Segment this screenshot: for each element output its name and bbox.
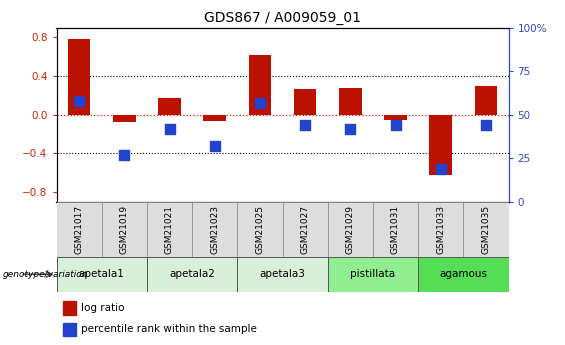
Bar: [237, 257, 328, 292]
Point: [210, 143, 219, 149]
Point: [436, 166, 445, 171]
Point: [75, 98, 84, 104]
Text: apetala2: apetala2: [169, 269, 215, 279]
Text: GSM21029: GSM21029: [346, 205, 355, 254]
Text: agamous: agamous: [440, 269, 487, 279]
Text: apetala1: apetala1: [79, 269, 125, 279]
Bar: [102, 202, 147, 257]
Point: [346, 126, 355, 131]
Bar: [56, 257, 147, 292]
Point: [255, 100, 264, 105]
Bar: [418, 202, 463, 257]
Bar: [113, 115, 136, 122]
Bar: [384, 115, 407, 120]
Bar: [63, 301, 76, 315]
Bar: [56, 202, 102, 257]
Point: [165, 126, 174, 131]
Bar: [418, 257, 509, 292]
Bar: [328, 257, 418, 292]
Bar: [147, 202, 192, 257]
Text: GSM21031: GSM21031: [391, 205, 400, 254]
Bar: [373, 202, 418, 257]
Title: GDS867 / A009059_01: GDS867 / A009059_01: [204, 11, 361, 25]
Point: [391, 122, 400, 128]
Point: [301, 122, 310, 128]
Text: GSM21033: GSM21033: [436, 205, 445, 254]
Bar: [282, 202, 328, 257]
Text: GSM21017: GSM21017: [75, 205, 84, 254]
Bar: [147, 257, 237, 292]
Bar: [192, 202, 237, 257]
Text: log ratio: log ratio: [81, 303, 125, 313]
Text: GSM21021: GSM21021: [165, 205, 174, 254]
Bar: [237, 202, 282, 257]
Bar: [63, 323, 76, 336]
Bar: [463, 202, 508, 257]
Bar: [294, 89, 316, 115]
Bar: [328, 202, 373, 257]
Bar: [249, 55, 271, 115]
Bar: [203, 115, 226, 120]
Bar: [475, 86, 497, 115]
Point: [120, 152, 129, 158]
Text: percentile rank within the sample: percentile rank within the sample: [81, 324, 257, 334]
Bar: [68, 39, 90, 115]
Text: GSM21019: GSM21019: [120, 205, 129, 254]
Text: GSM21027: GSM21027: [301, 205, 310, 254]
Text: apetala3: apetala3: [259, 269, 306, 279]
Text: pistillata: pistillata: [350, 269, 396, 279]
Text: GSM21035: GSM21035: [481, 205, 490, 254]
Bar: [339, 88, 362, 115]
Text: genotype/variation: genotype/variation: [3, 270, 88, 279]
Bar: [429, 115, 452, 175]
Text: GSM21023: GSM21023: [210, 205, 219, 254]
Point: [481, 122, 490, 128]
Bar: [158, 98, 181, 115]
Text: GSM21025: GSM21025: [255, 205, 264, 254]
